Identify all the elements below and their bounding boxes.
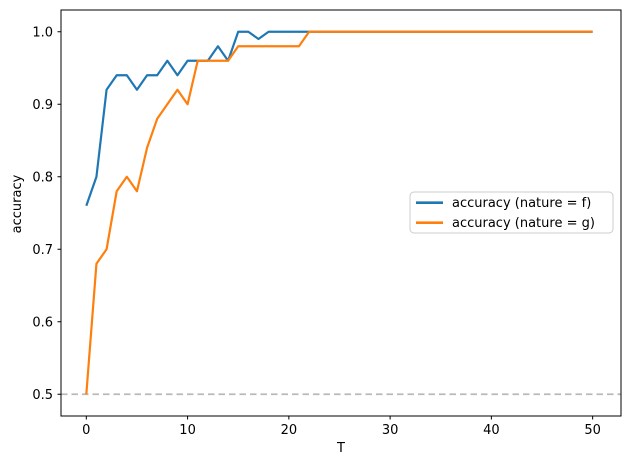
x-tick-label: 0	[82, 423, 90, 438]
y-tick-label: 0.7	[32, 243, 53, 258]
legend-box	[409, 191, 614, 234]
x-tick-label: 20	[281, 423, 298, 438]
axes-frame	[60, 9, 622, 417]
legend-label: accuracy (nature = f)	[452, 196, 591, 211]
x-tick-label: 40	[483, 423, 500, 438]
y-tick-label: 0.9	[32, 98, 53, 113]
legend-label: accuracy (nature = g)	[452, 216, 595, 231]
legend: accuracy (nature = f) accuracy (nature = …	[409, 191, 614, 234]
y-tick-label: 0.5	[32, 388, 53, 403]
y-tick-label: 1.0	[32, 25, 53, 40]
x-axis-label: T	[336, 441, 345, 456]
y-tick-label: 0.8	[32, 170, 53, 185]
x-tick-label: 10	[179, 423, 196, 438]
y-axis-label: accuracy	[10, 174, 25, 233]
x-tick-label: 50	[584, 423, 601, 438]
y-tick-label: 0.6	[32, 315, 53, 330]
series-line-g	[85, 30, 593, 395]
x-tick-label: 30	[382, 423, 399, 438]
